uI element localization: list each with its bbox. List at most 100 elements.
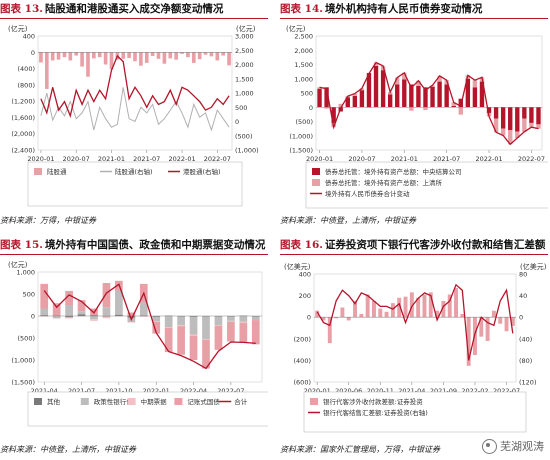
bar <box>221 52 226 56</box>
bar <box>395 84 400 108</box>
bar <box>402 72 407 80</box>
bar <box>515 107 520 132</box>
bar <box>493 107 499 119</box>
legend-box <box>305 161 548 209</box>
y-tick-label-right: (1,000) <box>235 147 259 155</box>
x-tick-label: 2020-01 <box>27 155 54 163</box>
bar <box>214 325 223 350</box>
bar <box>65 316 73 318</box>
bar <box>536 124 541 129</box>
bar <box>529 122 534 128</box>
bar <box>460 313 465 318</box>
legend-label: 政策性银行债 <box>94 397 134 406</box>
bar <box>447 294 452 318</box>
y-tick-label-left: (400) <box>18 65 35 73</box>
bar <box>52 318 61 319</box>
bar <box>168 52 173 59</box>
bar <box>373 65 379 108</box>
bar <box>508 130 513 145</box>
bar <box>444 80 449 85</box>
bar <box>133 52 137 62</box>
y-tick-label-right: 0 <box>235 118 239 126</box>
bar <box>500 128 506 136</box>
x-tick-label: 2021-01 <box>391 155 418 163</box>
bar <box>202 339 210 340</box>
bar <box>372 301 376 318</box>
bar <box>403 296 408 318</box>
panel-govbond-breakdown: 图表 15. 境外持有中国国债、政金债和中期票据变动情况 (亿元) (1,500)… <box>0 236 268 460</box>
bar <box>444 84 449 108</box>
bar <box>164 327 173 328</box>
bar <box>423 107 428 111</box>
bar <box>340 307 345 318</box>
bar <box>500 107 506 129</box>
bar <box>504 317 509 332</box>
plot-frame <box>313 273 517 383</box>
bar <box>139 316 148 317</box>
bar <box>321 317 326 321</box>
bar <box>522 107 527 119</box>
x-tick-label: 2020-11 <box>367 387 394 395</box>
bar <box>40 283 49 309</box>
y-tick-label-right: 1,000 <box>235 90 254 98</box>
bar <box>191 52 196 63</box>
y-tick-label-left: 200 <box>299 292 311 300</box>
bar <box>115 290 123 315</box>
panel-lugutong: 图表 13. 陆股通和港股通买入成交净额变动情况 (亿元) (亿元) (2,400)… <box>0 0 268 230</box>
y-tick-label-right: (80) <box>519 357 532 365</box>
bar <box>536 107 541 125</box>
bar <box>52 316 61 319</box>
y-axis-unit-left: (亿美元) <box>284 262 311 271</box>
bar <box>345 97 350 108</box>
bar <box>127 52 131 58</box>
bar <box>466 317 471 366</box>
bar <box>227 321 235 342</box>
series-line <box>43 283 256 370</box>
title-rule <box>0 254 268 255</box>
y-axis-unit-right: (亿美元) <box>520 262 547 271</box>
y-tick-label-right: 1,500 <box>235 75 254 83</box>
title-rule <box>0 18 268 19</box>
bar <box>177 325 185 327</box>
bar <box>510 317 515 326</box>
bar <box>498 317 503 324</box>
bar <box>458 107 463 115</box>
series-line <box>319 61 539 146</box>
bar <box>251 320 260 345</box>
series-line <box>40 87 230 132</box>
bar <box>409 107 414 111</box>
x-tick-label: 2020-01 <box>304 387 331 395</box>
y-tick-label-left: 0 <box>31 49 35 57</box>
title-rule <box>280 18 548 19</box>
x-tick-label: 2022-07 <box>493 387 520 395</box>
bar <box>359 90 365 108</box>
y-tick-label-right: 3,000 <box>235 33 254 41</box>
bar <box>227 320 235 322</box>
bar <box>92 52 96 59</box>
bar <box>152 316 161 322</box>
bar <box>409 292 414 318</box>
y-tick-label-left: (1,000) <box>11 357 35 365</box>
wechat-icon <box>482 438 497 454</box>
legend-label: 中期票据 <box>141 397 168 406</box>
bar <box>97 52 102 58</box>
x-tick-label: 2020-07 <box>63 155 90 163</box>
bar <box>44 52 49 89</box>
bar <box>156 52 161 59</box>
panel-title: 图表 15. 境外持有中国国债、政金债和中期票据变动情况 <box>0 236 265 252</box>
x-tick-label: 2021-04 <box>31 387 58 395</box>
panel-title-text: 证券投资项下银行代客涉外收付款和结售汇差额 <box>324 239 546 251</box>
y-tick-label-left: 1,500 <box>294 61 313 69</box>
x-tick-label: 2020-07 <box>348 155 375 163</box>
bar <box>103 52 108 65</box>
bar <box>373 62 379 66</box>
bar <box>40 315 49 316</box>
bar <box>493 118 499 133</box>
plot-frame <box>37 35 233 151</box>
legend-label: 债券总托管：境外持有资产总额：上清所 <box>325 178 443 187</box>
x-tick-label: 2021-09 <box>430 387 457 395</box>
y-tick-label-left: 0 <box>307 314 311 322</box>
bar <box>522 118 527 132</box>
bar <box>430 86 435 108</box>
legend-label: 港股通(右轴) <box>183 167 221 176</box>
